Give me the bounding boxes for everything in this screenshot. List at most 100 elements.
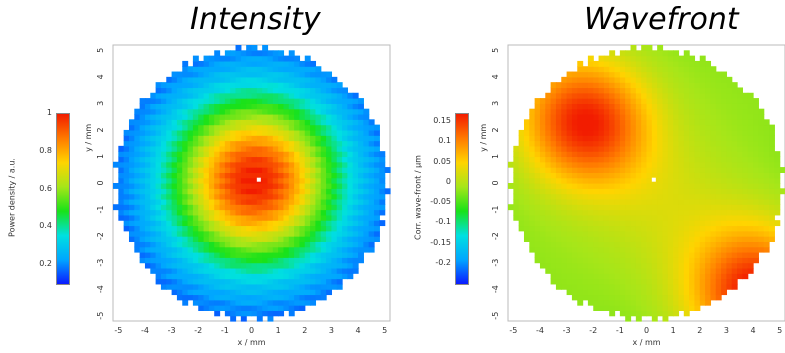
heatmap-cell (320, 252, 327, 258)
heatmap-cell (513, 209, 520, 216)
heatmap-cell (214, 50, 221, 57)
heatmap-cell (374, 140, 380, 147)
heatmap-cell (619, 289, 626, 296)
heatmap-cell (214, 273, 221, 280)
heatmap-cell (678, 246, 685, 253)
heatmap-cell (182, 294, 189, 301)
heatmap-cell (603, 262, 610, 269)
heatmap-cell (534, 246, 541, 253)
heatmap-cell (123, 183, 130, 189)
heatmap-cell (657, 145, 664, 152)
heatmap-cell (272, 273, 279, 280)
heatmap-cell (331, 241, 338, 248)
heatmap-cell (144, 188, 151, 195)
heatmap-cell (726, 87, 733, 94)
heatmap-cell (753, 135, 759, 142)
heatmap-cell (566, 241, 573, 248)
heatmap-cell (182, 188, 189, 195)
heatmap-cell (256, 92, 263, 99)
heatmap-cell (710, 214, 717, 221)
heatmap-cell (315, 108, 322, 115)
heatmap-cell (118, 145, 125, 152)
heatmap-cell (582, 262, 589, 269)
heatmap-cell (625, 92, 632, 99)
heatmap-cell (358, 151, 364, 158)
heatmap-cell (641, 140, 648, 147)
heatmap-cell (347, 161, 354, 168)
heatmap-cell (545, 108, 552, 115)
heatmap-cell (715, 76, 722, 83)
heatmap-cell (326, 156, 333, 163)
heatmap-cell (155, 145, 162, 152)
heatmap-cell (358, 193, 364, 200)
heatmap-cell (240, 188, 247, 195)
heatmap-cell (192, 236, 199, 242)
heatmap-cell (278, 145, 285, 152)
heatmap-cell (630, 140, 637, 147)
heatmap-cell (667, 156, 674, 163)
heatmap-cell (352, 193, 359, 200)
heatmap-cell (203, 246, 210, 253)
heatmap-cell (683, 55, 690, 62)
heatmap-cell (651, 156, 658, 163)
heatmap-cell (256, 156, 263, 163)
heatmap-cell (635, 262, 642, 269)
heatmap-cell (550, 172, 557, 179)
heatmap-cell (614, 183, 621, 189)
heatmap-cell (150, 204, 157, 211)
heatmap-cell (678, 294, 685, 301)
heatmap-cell (176, 98, 183, 104)
heatmap-cell (320, 198, 327, 205)
heatmap-cell (288, 87, 295, 94)
heatmap-cell (224, 71, 231, 78)
heatmap-cell (326, 92, 333, 99)
heatmap-cell (310, 257, 317, 264)
heatmap-cell (267, 188, 274, 195)
heatmap-cell (619, 257, 626, 264)
heatmap-cell (763, 151, 770, 158)
heatmap-cell (230, 135, 237, 142)
heatmap-cell (230, 273, 237, 280)
heatmap-cell (651, 225, 658, 232)
heatmap-cell (555, 145, 562, 152)
heatmap-cell (374, 135, 380, 142)
heatmap-cell (283, 161, 290, 168)
heatmap-cell (267, 103, 274, 110)
heatmap-cell (571, 289, 578, 296)
heatmap-cell (619, 108, 626, 115)
heatmap-cell (315, 183, 322, 189)
heatmap-cell (198, 305, 205, 311)
heatmap-cell (747, 145, 754, 152)
heatmap-cell (310, 124, 317, 131)
heatmap-cell (539, 177, 546, 184)
heatmap-cell (603, 188, 610, 195)
heatmap-cell (566, 209, 573, 216)
heatmap-cell (705, 114, 712, 120)
heatmap-cell (747, 183, 754, 189)
heatmap-cell (294, 172, 301, 179)
heatmap-cell (603, 103, 610, 110)
heatmap-cell (310, 151, 317, 158)
heatmap-cell (272, 172, 279, 179)
heatmap-cell (176, 87, 183, 94)
heatmap-cell (529, 161, 536, 168)
heatmap-cell (577, 156, 584, 163)
heatmap-cell (352, 177, 359, 184)
heatmap-cell (699, 145, 706, 152)
heatmap-cell (224, 273, 231, 280)
heatmap-cell (619, 262, 626, 269)
heatmap-cell (160, 252, 167, 258)
heatmap-cell (336, 129, 343, 136)
heatmap-cell (715, 220, 722, 227)
heatmap-cell (603, 140, 610, 147)
heatmap-cell (545, 145, 552, 152)
heatmap-cell (352, 129, 359, 136)
heatmap-cell (182, 278, 189, 285)
heatmap-cell (651, 103, 658, 110)
heatmap-cell (582, 225, 589, 232)
heatmap-cell (224, 76, 231, 83)
y-tick-label: 0 (491, 180, 500, 185)
heatmap-cell (689, 283, 696, 290)
heatmap-cell (176, 114, 183, 120)
heatmap-cell (577, 114, 584, 120)
